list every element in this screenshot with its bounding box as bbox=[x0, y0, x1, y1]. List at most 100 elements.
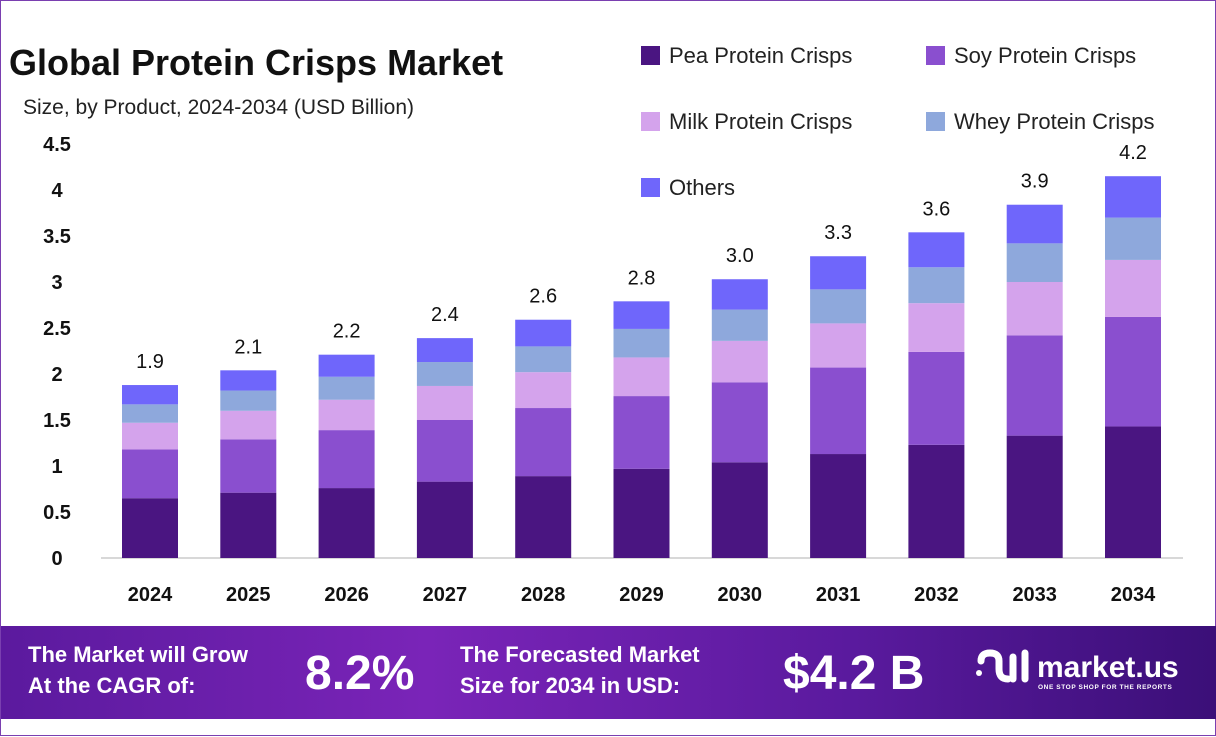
bar-segment-whey-protein-crisps bbox=[613, 328, 670, 358]
bar-segment-others bbox=[318, 354, 375, 377]
legend-label: Others bbox=[669, 175, 735, 200]
bar-segment-pea-protein-crisps bbox=[1006, 435, 1063, 558]
cagr-value: 8.2% bbox=[305, 647, 414, 700]
bar-segment-others bbox=[416, 338, 473, 363]
bars: 1.9 2.1 2.2 2.4 2.6 2.8 3.0 3.3 3.6 3.9 4.2 bbox=[122, 142, 1161, 558]
bar-segment-pea-protein-crisps bbox=[908, 444, 965, 558]
total-label: 2.2 bbox=[333, 321, 361, 343]
bar-segment-soy-protein-crisps bbox=[1105, 316, 1161, 427]
y-tick-label: 3.5 bbox=[43, 226, 71, 248]
bar-segment-milk-protein-crisps bbox=[1105, 259, 1161, 317]
cagr-label-line2: At the CAGR of: bbox=[28, 673, 195, 698]
bar-segment-milk-protein-crisps bbox=[220, 410, 277, 440]
bar-segment-others bbox=[1105, 176, 1161, 218]
y-tick-label: 4 bbox=[51, 180, 63, 202]
total-label: 1.9 bbox=[136, 351, 164, 373]
bar-stack-2027: 2.4 bbox=[416, 304, 473, 558]
total-label: 3.0 bbox=[726, 245, 754, 267]
legend-item: Pea Protein Crisps bbox=[641, 43, 852, 68]
bar-segment-whey-protein-crisps bbox=[416, 362, 473, 386]
x-tick-label: 2034 bbox=[1111, 584, 1156, 606]
total-label: 2.1 bbox=[234, 336, 262, 358]
x-tick-label: 2024 bbox=[128, 584, 173, 606]
bar-segment-whey-protein-crisps bbox=[1105, 217, 1161, 260]
legend-item: Milk Protein Crisps bbox=[641, 109, 852, 134]
bar-segment-pea-protein-crisps bbox=[810, 454, 867, 558]
bar-stack-2026: 2.2 bbox=[318, 321, 375, 558]
y-tick-label: 2 bbox=[51, 364, 62, 386]
bar-segment-others bbox=[122, 385, 178, 405]
bar-segment-pea-protein-crisps bbox=[220, 492, 277, 558]
forecast-label-line2: Size for 2034 in USD: bbox=[460, 673, 680, 698]
bar-stack-2032: 3.6 bbox=[908, 198, 965, 558]
legend-swatch bbox=[641, 46, 660, 65]
legend-item: Whey Protein Crisps bbox=[926, 109, 1155, 134]
x-axis: 2024 2025 2026 2027 2028 2029 2030 2031 2032 2033… bbox=[128, 584, 1156, 606]
forecast-value: $4.2 B bbox=[783, 647, 924, 700]
logo-tagline: ONE STOP SHOP FOR THE REPORTS bbox=[1038, 684, 1172, 691]
bar-segment-milk-protein-crisps bbox=[122, 422, 178, 450]
bar-segment-others bbox=[515, 319, 572, 347]
bar-segment-soy-protein-crisps bbox=[908, 351, 965, 445]
total-label: 2.6 bbox=[529, 286, 557, 308]
x-tick-label: 2032 bbox=[914, 584, 959, 606]
bar-segment-others bbox=[1006, 204, 1063, 244]
legend-swatch bbox=[926, 112, 945, 131]
bar-segment-soy-protein-crisps bbox=[318, 430, 375, 489]
chart-title: Global Protein Crisps Market bbox=[9, 42, 503, 83]
bar-stack-2029: 2.8 bbox=[613, 267, 670, 558]
x-tick-label: 2026 bbox=[324, 584, 369, 606]
bar-segment-milk-protein-crisps bbox=[1006, 282, 1063, 336]
bar-segment-pea-protein-crisps bbox=[1105, 426, 1161, 558]
x-tick-label: 2025 bbox=[226, 584, 271, 606]
bar-segment-pea-protein-crisps bbox=[515, 476, 572, 558]
chart-subtitle: Size, by Product, 2024-2034 (USD Billion… bbox=[23, 96, 414, 119]
x-tick-label: 2033 bbox=[1012, 584, 1057, 606]
bar-segment-milk-protein-crisps bbox=[810, 323, 867, 368]
bar-segment-whey-protein-crisps bbox=[711, 309, 768, 341]
total-label: 2.8 bbox=[628, 267, 656, 289]
bar-stack-2034: 4.2 bbox=[1105, 142, 1161, 558]
bar-stack-2033: 3.9 bbox=[1006, 171, 1063, 558]
y-tick-label: 3 bbox=[51, 272, 62, 294]
y-tick-label: 4.5 bbox=[43, 134, 71, 156]
bar-segment-milk-protein-crisps bbox=[711, 340, 768, 383]
bar-segment-pea-protein-crisps bbox=[711, 462, 768, 558]
total-label: 3.6 bbox=[922, 198, 950, 220]
y-axis: 0 0.5 1 1.5 2 2.5 3 3.5 4 4.5 bbox=[43, 134, 71, 570]
total-label: 2.4 bbox=[431, 304, 459, 326]
legend: Pea Protein Crisps Soy Protein Crisps Milk… bbox=[641, 43, 1155, 200]
bar-segment-milk-protein-crisps bbox=[613, 357, 670, 397]
bar-segment-others bbox=[220, 370, 277, 391]
legend-label: Whey Protein Crisps bbox=[954, 109, 1155, 134]
logo-text: market.us bbox=[1037, 651, 1179, 684]
bar-segment-soy-protein-crisps bbox=[220, 439, 277, 493]
y-tick-label: 2.5 bbox=[43, 318, 71, 340]
total-label: 4.2 bbox=[1119, 142, 1147, 164]
legend-label: Soy Protein Crisps bbox=[954, 43, 1136, 68]
forecast-label-line1: The Forecasted Market bbox=[460, 642, 700, 667]
x-tick-label: 2027 bbox=[423, 584, 468, 606]
bar-segment-whey-protein-crisps bbox=[908, 267, 965, 304]
legend-label: Pea Protein Crisps bbox=[669, 43, 852, 68]
bar-stack-2024: 1.9 bbox=[122, 351, 178, 558]
y-tick-label: 1 bbox=[51, 456, 62, 478]
bar-segment-whey-protein-crisps bbox=[1006, 243, 1063, 282]
bar-segment-whey-protein-crisps bbox=[318, 376, 375, 400]
y-tick-label: 0.5 bbox=[43, 502, 71, 524]
legend-swatch bbox=[641, 112, 660, 131]
bar-segment-whey-protein-crisps bbox=[220, 390, 277, 411]
bar-segment-others bbox=[908, 232, 965, 268]
bar-segment-milk-protein-crisps bbox=[416, 385, 473, 420]
x-tick-label: 2031 bbox=[816, 584, 861, 606]
bar-segment-soy-protein-crisps bbox=[515, 408, 572, 477]
bar-segment-soy-protein-crisps bbox=[613, 396, 670, 469]
bar-segment-soy-protein-crisps bbox=[810, 367, 867, 455]
cagr-label-line1: The Market will Grow bbox=[28, 642, 249, 667]
market-us-logo-icon bbox=[976, 649, 1029, 683]
legend-swatch bbox=[926, 46, 945, 65]
x-tick-label: 2029 bbox=[619, 584, 664, 606]
legend-swatch bbox=[641, 178, 660, 197]
